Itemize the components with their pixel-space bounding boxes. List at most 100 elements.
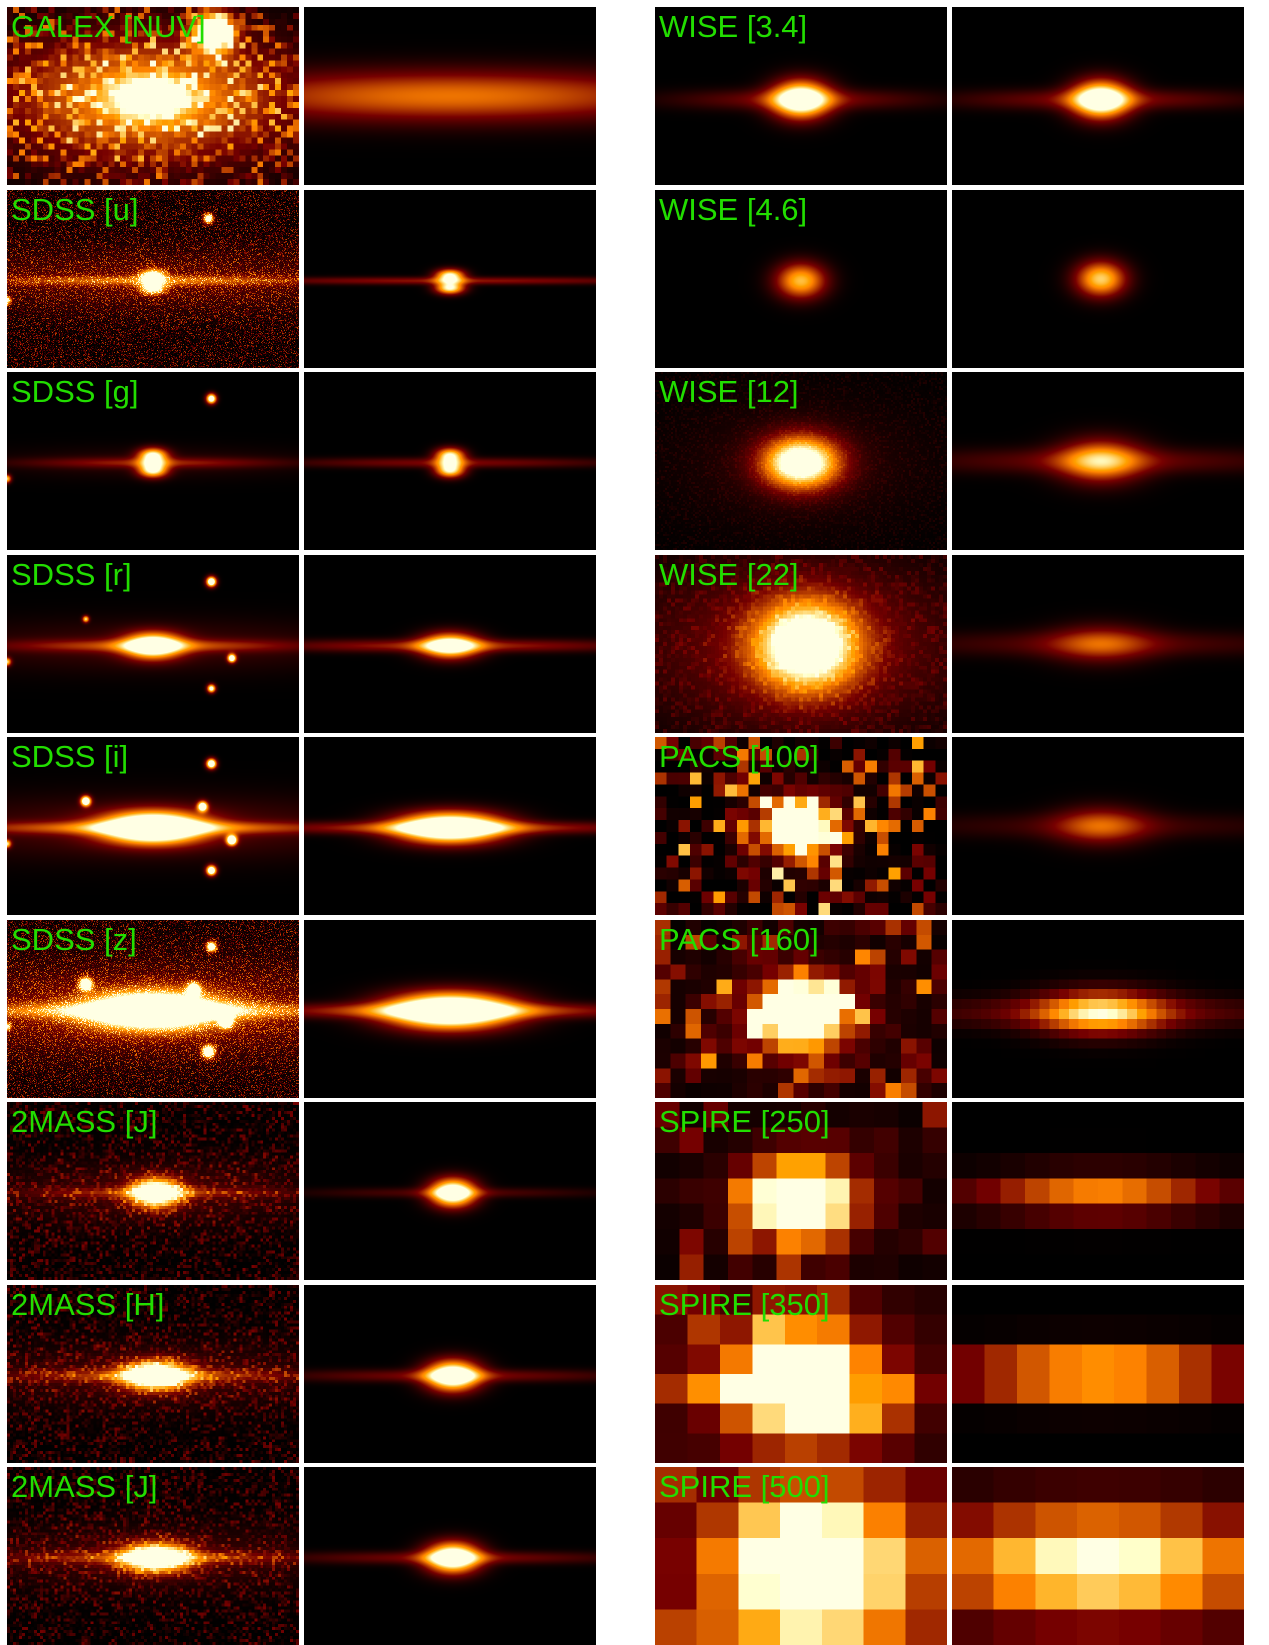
observed-image: SDSS [z] — [7, 920, 299, 1098]
observed-image-canvas — [7, 1102, 299, 1280]
observed-image: 2MASS [J] — [7, 1102, 299, 1280]
model-image-canvas — [304, 1285, 596, 1463]
right-row-7: SPIRE [250] — [655, 1102, 1244, 1280]
model-image-canvas — [304, 1467, 596, 1645]
left-row-6: SDSS [z] — [7, 920, 596, 1098]
right-row-1: WISE [3.4] — [655, 7, 1244, 185]
model-image-canvas — [952, 1102, 1244, 1280]
observed-image-canvas — [655, 7, 947, 185]
right-row-8: SPIRE [350] — [655, 1285, 1244, 1463]
observed-image: SDSS [r] — [7, 555, 299, 733]
model-image — [304, 372, 596, 550]
band-label: SDSS [z] — [11, 922, 137, 957]
model-image — [304, 1285, 596, 1463]
model-image-canvas — [304, 7, 596, 185]
band-label: WISE [22] — [659, 557, 799, 592]
band-label: 2MASS [H] — [11, 1287, 165, 1322]
model-image — [304, 737, 596, 915]
observed-image-canvas — [655, 372, 947, 550]
model-image — [304, 1102, 596, 1280]
model-image — [304, 920, 596, 1098]
observed-image: SPIRE [500] — [655, 1467, 947, 1645]
model-image — [952, 7, 1244, 185]
model-image — [952, 1285, 1244, 1463]
band-label: WISE [12] — [659, 374, 799, 409]
model-image-canvas — [304, 555, 596, 733]
model-image-canvas — [952, 190, 1244, 368]
observed-image: GALEX [NUV] — [7, 7, 299, 185]
left-row-2: SDSS [u] — [7, 190, 596, 368]
band-label: GALEX [NUV] — [11, 9, 206, 44]
model-image — [952, 737, 1244, 915]
band-label: WISE [4.6] — [659, 192, 808, 227]
right-column: WISE [3.4] WISE [4.6] WISE [12] WISE [22] PA… — [655, 7, 1244, 1645]
observed-image: SPIRE [250] — [655, 1102, 947, 1280]
observed-image-canvas — [7, 555, 299, 733]
right-row-5: PACS [100] — [655, 737, 1244, 915]
band-label: SDSS [i] — [11, 739, 129, 774]
left-row-1: GALEX [NUV] — [7, 7, 596, 185]
band-label: PACS [100] — [659, 739, 819, 774]
observed-image-canvas — [655, 920, 947, 1098]
left-row-3: SDSS [g] — [7, 372, 596, 550]
model-image — [952, 555, 1244, 733]
model-image — [952, 920, 1244, 1098]
band-label: SDSS [g] — [11, 374, 139, 409]
observed-image-canvas — [7, 1285, 299, 1463]
left-row-8: 2MASS [H] — [7, 1285, 596, 1463]
observed-image: SDSS [i] — [7, 737, 299, 915]
model-image-canvas — [952, 1467, 1244, 1645]
model-image-canvas — [952, 920, 1244, 1098]
observed-image: WISE [22] — [655, 555, 947, 733]
observed-image-canvas — [7, 372, 299, 550]
model-image — [304, 190, 596, 368]
model-image — [304, 555, 596, 733]
model-image — [304, 1467, 596, 1645]
band-label: SDSS [u] — [11, 192, 139, 227]
observed-image-canvas — [655, 1467, 947, 1645]
left-row-7: 2MASS [J] — [7, 1102, 596, 1280]
band-label: SPIRE [500] — [659, 1469, 830, 1504]
band-label: 2MASS [J] — [11, 1469, 158, 1504]
observed-image-canvas — [655, 1285, 947, 1463]
model-image-canvas — [952, 7, 1244, 185]
right-row-3: WISE [12] — [655, 372, 1244, 550]
model-image — [952, 372, 1244, 550]
observed-image-canvas — [7, 737, 299, 915]
observed-image: SDSS [g] — [7, 372, 299, 550]
observed-image-canvas — [7, 7, 299, 185]
left-column: GALEX [NUV] SDSS [u] SDSS [g] SDSS [r] SDSS … — [7, 7, 596, 1645]
observed-image-canvas — [655, 190, 947, 368]
model-image-canvas — [304, 920, 596, 1098]
right-row-6: PACS [160] — [655, 920, 1244, 1098]
left-row-5: SDSS [i] — [7, 737, 596, 915]
model-image-canvas — [952, 372, 1244, 550]
band-label: WISE [3.4] — [659, 9, 808, 44]
observed-image: WISE [3.4] — [655, 7, 947, 185]
model-image-canvas — [304, 1102, 596, 1280]
model-image-canvas — [304, 372, 596, 550]
left-row-9: 2MASS [J] — [7, 1467, 596, 1645]
observed-image: SPIRE [350] — [655, 1285, 947, 1463]
observed-image: PACS [160] — [655, 920, 947, 1098]
model-image — [952, 190, 1244, 368]
band-label: SDSS [r] — [11, 557, 132, 592]
right-row-4: WISE [22] — [655, 555, 1244, 733]
right-row-9: SPIRE [500] — [655, 1467, 1244, 1645]
observed-image: 2MASS [J] — [7, 1467, 299, 1645]
band-label: 2MASS [J] — [11, 1104, 158, 1139]
band-label: SPIRE [250] — [659, 1104, 830, 1139]
observed-image: SDSS [u] — [7, 190, 299, 368]
observed-image: WISE [4.6] — [655, 190, 947, 368]
left-row-4: SDSS [r] — [7, 555, 596, 733]
observed-image-canvas — [655, 555, 947, 733]
right-row-2: WISE [4.6] — [655, 190, 1244, 368]
observed-image-canvas — [7, 1467, 299, 1645]
observed-image-canvas — [7, 920, 299, 1098]
observed-image-canvas — [655, 1102, 947, 1280]
model-image — [952, 1102, 1244, 1280]
model-image-canvas — [304, 190, 596, 368]
observed-image: PACS [100] — [655, 737, 947, 915]
model-image — [304, 7, 596, 185]
observed-image: WISE [12] — [655, 372, 947, 550]
